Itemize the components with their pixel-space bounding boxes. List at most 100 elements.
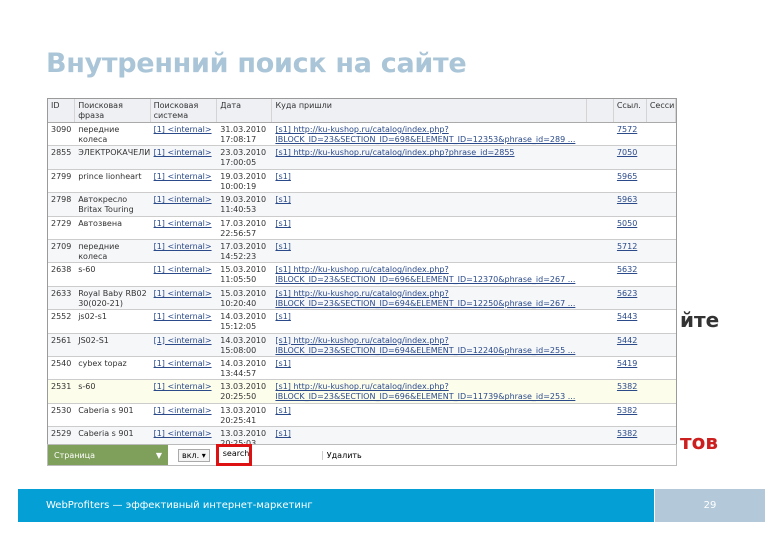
url-link[interactable]: [s1] bbox=[275, 405, 291, 415]
system-link[interactable]: [1] <internal> bbox=[153, 312, 212, 322]
system-link[interactable]: [1] <internal> bbox=[153, 241, 212, 251]
url-link-continued[interactable]: IBLOCK_ID=23&SECTION_ID=694&ELEMENT_ID=1… bbox=[275, 345, 576, 355]
url-link[interactable]: [s1] http://ku-kushop.ru/catalog/index.p… bbox=[275, 288, 449, 298]
cell-extra bbox=[647, 334, 676, 356]
url-link[interactable]: [s1] bbox=[275, 171, 291, 181]
session-link[interactable]: 5632 bbox=[616, 265, 638, 275]
table-row[interactable]: 2709 передние колеса [1] <internal> 17.0… bbox=[48, 239, 676, 264]
url-link-continued[interactable]: IBLOCK_ID=23&SECTION_ID=696&ELEMENT_ID=1… bbox=[275, 392, 576, 402]
table-row[interactable]: 3090 передние колеса [1] <internal> 31.0… bbox=[48, 123, 676, 147]
slide-title: Внутренний поиск на сайте bbox=[46, 48, 467, 79]
table-row[interactable]: 2798 Автокресло Britax Touring Sport 258… bbox=[48, 193, 676, 217]
cell-empty bbox=[587, 170, 614, 192]
cell-date: 13.03.2010 20:25:03 bbox=[220, 429, 267, 448]
session-link[interactable]: 5623 bbox=[616, 288, 638, 298]
url-link[interactable]: [s1] http://ku-kushop.ru/catalog/index.p… bbox=[275, 382, 449, 392]
session-link[interactable]: 5442 bbox=[616, 335, 638, 345]
table-row[interactable]: 2561 JS02-S1 [1] <internal> 14.03.2010 1… bbox=[48, 333, 676, 357]
system-link[interactable]: [1] <internal> bbox=[153, 195, 212, 205]
system-link[interactable]: [1] <internal> bbox=[153, 382, 212, 392]
session-link[interactable]: 5382 bbox=[616, 405, 638, 415]
cell-session: 5623 bbox=[614, 287, 647, 309]
cell-system: [1] <internal> bbox=[151, 263, 218, 285]
cell-id: 2798 bbox=[51, 195, 72, 205]
cell-empty bbox=[587, 404, 614, 426]
cell-url: [s1] http://ku-kushop.ru/catalog/index.p… bbox=[272, 123, 586, 145]
url-link[interactable]: [s1] bbox=[275, 312, 291, 322]
session-link[interactable]: 5965 bbox=[616, 171, 638, 181]
session-link[interactable]: 5382 bbox=[616, 429, 638, 439]
url-link[interactable]: [s1] http://ku-kushop.ru/catalog/index.p… bbox=[275, 335, 449, 345]
cell-session: 5632 bbox=[614, 263, 647, 285]
session-link[interactable]: 5050 bbox=[616, 218, 638, 228]
cell-url: [s1] http://ku-kushop.ru/catalog/index.p… bbox=[272, 263, 586, 285]
toggle-select[interactable]: вкл. ▾ bbox=[178, 448, 210, 462]
system-link[interactable]: [1] <internal> bbox=[153, 125, 212, 134]
cell-session: 5963 bbox=[614, 193, 647, 215]
column-header[interactable]: Дата bbox=[217, 99, 273, 122]
url-link[interactable]: [s1] http://ku-kushop.ru/catalog/index.p… bbox=[275, 148, 515, 158]
table-row[interactable]: 2633 Royal Baby RB02 30(020-21) [1] <int… bbox=[48, 286, 676, 311]
table-row[interactable]: 2638 s-60 [1] <internal> 15.03.2010 11:0… bbox=[48, 263, 676, 287]
table-row[interactable]: 2552 js02-s1 [1] <internal> 14.03.2010 1… bbox=[48, 310, 676, 334]
url-link[interactable]: [s1] http://ku-kushop.ru/catalog/index.p… bbox=[275, 125, 449, 134]
cell-date: 13.03.2010 20:25:50 bbox=[220, 382, 267, 402]
cell-date: 23.03.2010 17:00:05 bbox=[220, 148, 267, 168]
column-header[interactable]: Куда пришли bbox=[272, 99, 587, 122]
search-input[interactable]: search bbox=[215, 444, 252, 466]
table-row[interactable]: 2799 prince lionheart [1] <internal> 19.… bbox=[48, 170, 676, 194]
page-select[interactable]: Страница ▼ bbox=[48, 445, 168, 465]
system-link[interactable]: [1] <internal> bbox=[153, 171, 212, 181]
table-row[interactable]: 2530 Caberia s 901 [1] <internal> 13.03.… bbox=[48, 404, 676, 428]
cell-system: [1] <internal> bbox=[151, 334, 218, 356]
cell-url: [s1] bbox=[272, 404, 586, 426]
url-link[interactable]: [s1] bbox=[275, 358, 291, 368]
url-link[interactable]: [s1] bbox=[275, 195, 291, 205]
system-link[interactable]: [1] <internal> bbox=[153, 265, 212, 275]
obscured-text-fragment: йте bbox=[680, 308, 720, 332]
system-link[interactable]: [1] <internal> bbox=[153, 288, 212, 298]
system-link[interactable]: [1] <internal> bbox=[153, 405, 212, 415]
session-link[interactable]: 5443 bbox=[616, 312, 638, 322]
session-link[interactable]: 7572 bbox=[616, 125, 638, 134]
column-header[interactable] bbox=[587, 99, 614, 122]
session-link[interactable]: 5382 bbox=[616, 382, 638, 392]
url-link[interactable]: [s1] http://ku-kushop.ru/catalog/index.p… bbox=[275, 265, 449, 275]
table-row[interactable]: 2729 Автозвена [1] <internal> 17.03.2010… bbox=[48, 217, 676, 240]
session-link[interactable]: 7050 bbox=[616, 148, 638, 158]
cell-extra bbox=[647, 287, 676, 309]
cell-url: [s1] bbox=[272, 240, 586, 262]
cell-url: [s1] http://ku-kushop.ru/catalog/index.p… bbox=[272, 334, 586, 356]
system-link[interactable]: [1] <internal> bbox=[153, 358, 212, 368]
cell-empty bbox=[587, 193, 614, 215]
cell-phrase: cybex topaz bbox=[78, 358, 127, 368]
system-link[interactable]: [1] <internal> bbox=[153, 429, 212, 439]
cell-id: 2530 bbox=[51, 405, 72, 415]
session-link[interactable]: 5419 bbox=[616, 358, 638, 368]
table-row[interactable]: 2855 ЭЛЕКТРОКАЧЕЛИ [1] <internal> 23.03.… bbox=[48, 146, 676, 170]
url-link[interactable]: [s1] bbox=[275, 429, 291, 439]
url-link-continued[interactable]: IBLOCK_ID=23&SECTION_ID=698&ELEMENT_ID=1… bbox=[275, 135, 576, 144]
column-header[interactable]: Поисковая система bbox=[151, 99, 218, 122]
column-header[interactable]: Ссыл. bbox=[614, 99, 647, 122]
url-link-continued[interactable]: IBLOCK_ID=23&SECTION_ID=694&ELEMENT_ID=1… bbox=[275, 298, 576, 308]
session-link[interactable]: 5712 bbox=[616, 241, 638, 251]
table-row[interactable]: 2531 s-60 [1] <internal> 13.03.2010 20:2… bbox=[48, 380, 676, 404]
cell-system: [1] <internal> bbox=[151, 427, 218, 449]
system-link[interactable]: [1] <internal> bbox=[153, 148, 212, 158]
delete-button[interactable]: Удалить bbox=[321, 450, 362, 460]
cell-phrase: Автокресло Britax Touring Sport 258 bbox=[78, 195, 134, 215]
system-link[interactable]: [1] <internal> bbox=[153, 335, 212, 345]
cell-id: 2561 bbox=[51, 335, 72, 345]
cell-extra bbox=[647, 193, 676, 215]
url-link[interactable]: [s1] bbox=[275, 241, 291, 251]
column-header[interactable]: Поисковая фраза bbox=[75, 99, 151, 122]
url-link[interactable]: [s1] bbox=[275, 218, 291, 228]
column-header[interactable]: ID bbox=[48, 99, 76, 122]
system-link[interactable]: [1] <internal> bbox=[153, 218, 212, 228]
cell-id: 3090 bbox=[51, 125, 72, 134]
url-link-continued[interactable]: IBLOCK_ID=23&SECTION_ID=696&ELEMENT_ID=1… bbox=[275, 275, 576, 285]
column-header[interactable]: Сессия bbox=[647, 99, 676, 122]
table-row[interactable]: 2540 cybex topaz [1] <internal> 14.03.20… bbox=[48, 357, 676, 381]
session-link[interactable]: 5963 bbox=[616, 195, 638, 205]
